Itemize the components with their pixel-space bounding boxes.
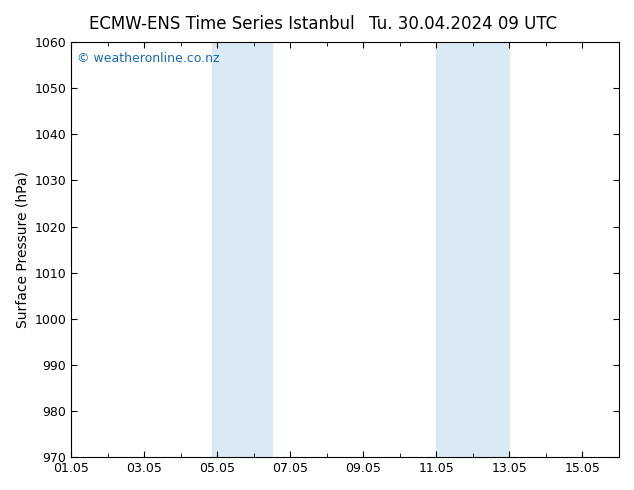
- Text: ECMW-ENS Time Series Istanbul: ECMW-ENS Time Series Istanbul: [89, 15, 354, 33]
- Y-axis label: Surface Pressure (hPa): Surface Pressure (hPa): [15, 171, 29, 328]
- Text: © weatheronline.co.nz: © weatheronline.co.nz: [77, 52, 219, 66]
- Bar: [436, 42, 510, 457]
- Bar: [212, 42, 272, 457]
- Text: Tu. 30.04.2024 09 UTC: Tu. 30.04.2024 09 UTC: [369, 15, 557, 33]
